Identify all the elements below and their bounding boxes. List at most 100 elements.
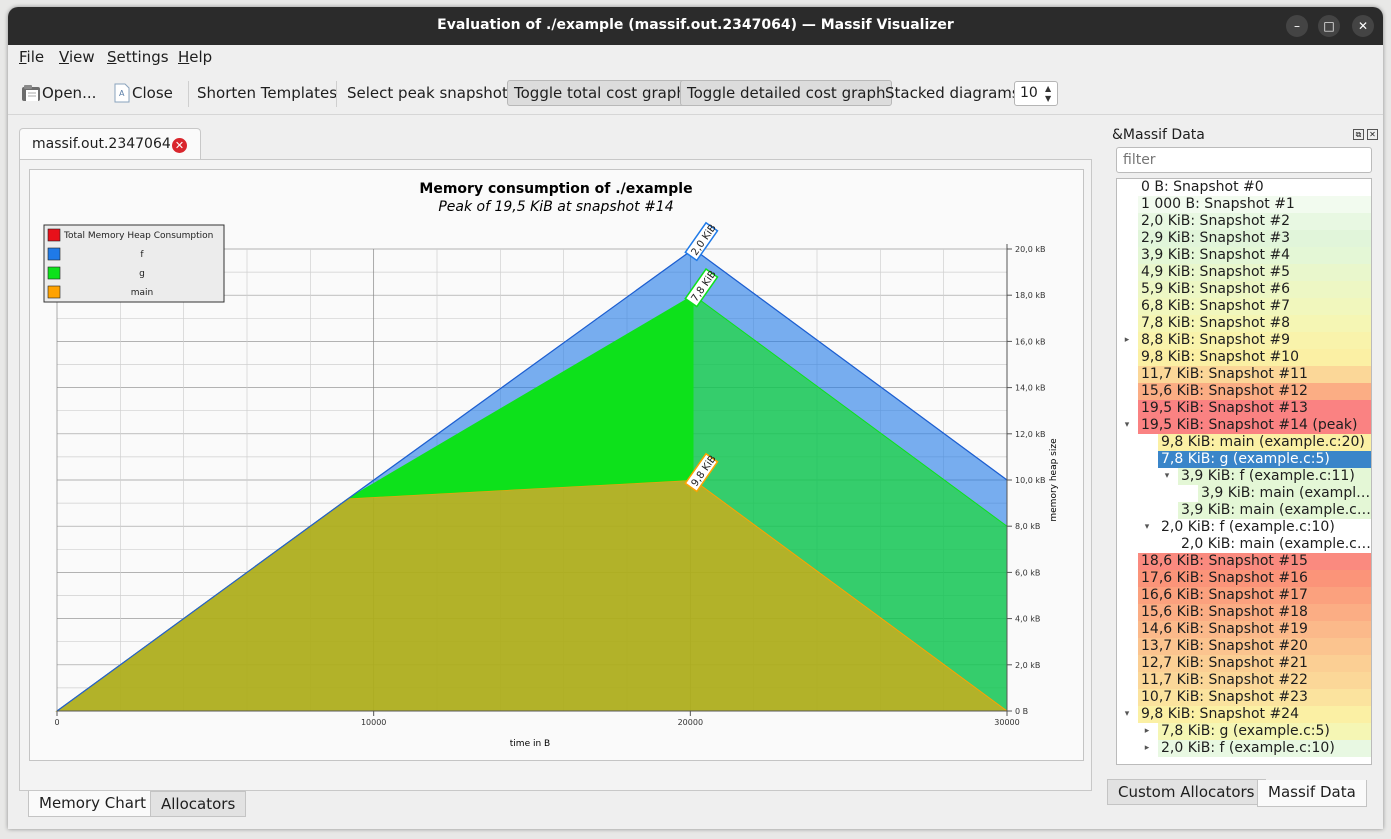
- y-tick-label: 18,0 kB: [1015, 291, 1045, 300]
- tree-row-label: 6,8 KiB: Snapshot #7: [1138, 298, 1371, 315]
- tree-row[interactable]: 0 B: Snapshot #0: [1118, 179, 1371, 196]
- filter-input[interactable]: [1117, 148, 1371, 172]
- area-g-highlight: [348, 295, 694, 499]
- tree-row-label: 10,7 KiB: Snapshot #23: [1138, 689, 1371, 706]
- tree-row[interactable]: ▾ 7,8 KiB: g (example.c:5): [1118, 451, 1371, 468]
- close-tab-icon[interactable]: ✕: [172, 138, 187, 153]
- annotation-box: [684, 452, 719, 493]
- tree-row[interactable]: 7,8 KiB: Snapshot #8: [1118, 315, 1371, 332]
- toolbar-separator: [336, 81, 337, 107]
- tab-custom-allocators[interactable]: Custom Allocators: [1107, 779, 1266, 805]
- open-button[interactable]: Open...: [14, 80, 102, 106]
- tree-row[interactable]: 19,5 KiB: Snapshot #13: [1118, 400, 1371, 417]
- filter-field[interactable]: [1116, 147, 1372, 173]
- tree-row-label: 4,9 KiB: Snapshot #5: [1138, 264, 1371, 281]
- chart-areas: [55, 248, 1009, 712]
- collapse-arrow-icon[interactable]: ▾: [1164, 471, 1170, 481]
- legend-box: [43, 224, 225, 303]
- menu-file[interactable]: File: [19, 48, 45, 66]
- tree-row[interactable]: 11,7 KiB: Snapshot #22: [1118, 672, 1371, 689]
- tree-row[interactable]: 13,7 KiB: Snapshot #20: [1118, 638, 1371, 655]
- tab-massif-data[interactable]: Massif Data: [1257, 780, 1367, 807]
- memory-chart-area[interactable]: Memory consumption of ./example Peak of …: [29, 169, 1084, 761]
- tree-row[interactable]: 12,7 KiB: Snapshot #21: [1118, 655, 1371, 672]
- chart-title: Memory consumption of ./example: [419, 181, 692, 197]
- x-tick-label: 30000: [994, 718, 1019, 727]
- annotation-f: 2,0 KiB: [684, 221, 719, 262]
- tree-row[interactable]: 16,6 KiB: Snapshot #17: [1118, 587, 1371, 604]
- stacked-diagrams-spinbox[interactable]: 10 ▲ ▼: [1014, 81, 1058, 106]
- document-icon: A: [114, 83, 130, 103]
- document-tab[interactable]: massif.out.2347064 ✕: [19, 128, 201, 160]
- collapse-arrow-icon[interactable]: ▾: [1144, 454, 1150, 464]
- dock-close-icon[interactable]: ✕: [1367, 129, 1378, 140]
- tree-row[interactable]: 1 000 B: Snapshot #1: [1118, 196, 1371, 213]
- tree-row[interactable]: 4,9 KiB: Snapshot #5: [1118, 264, 1371, 281]
- dock-float-icon[interactable]: ⧉: [1353, 129, 1364, 140]
- y-tick-label: 14,0 kB: [1015, 384, 1045, 393]
- tree-row[interactable]: 9,8 KiB: Snapshot #10: [1118, 349, 1371, 366]
- tab-allocators[interactable]: Allocators: [150, 791, 247, 817]
- tree-row[interactable]: 15,6 KiB: Snapshot #18: [1118, 604, 1371, 621]
- stacked-diagrams-label: Stacked diagrams:: [885, 84, 1025, 102]
- expand-arrow-icon[interactable]: ▸: [1124, 335, 1130, 345]
- close-window-button[interactable]: ✕: [1352, 15, 1374, 37]
- tree-row[interactable]: 6,8 KiB: Snapshot #7: [1118, 298, 1371, 315]
- shorten-templates-button[interactable]: Shorten Templates: [197, 84, 338, 102]
- tree-row[interactable]: ▾ 3,9 KiB: f (example.c:11): [1118, 468, 1371, 485]
- massif-data-tree[interactable]: 0 B: Snapshot #0 1 000 B: Snapshot #1 2,0 …: [1116, 178, 1372, 765]
- tree-row[interactable]: 2,0 KiB: Snapshot #2: [1118, 213, 1371, 230]
- tree-row-label: 2,0 KiB: f (example.c:10): [1158, 519, 1371, 536]
- tree-row[interactable]: 11,7 KiB: Snapshot #11: [1118, 366, 1371, 383]
- tree-row[interactable]: 2,9 KiB: Snapshot #3: [1118, 230, 1371, 247]
- spin-down-icon[interactable]: ▼: [1045, 94, 1052, 103]
- expand-arrow-icon[interactable]: ▸: [1144, 726, 1150, 736]
- tree-row[interactable]: ▸ 8,8 KiB: Snapshot #9: [1118, 332, 1371, 349]
- toggle-total-cost-button[interactable]: Toggle total cost graph: [507, 80, 693, 106]
- minimize-button[interactable]: –: [1286, 15, 1308, 37]
- tree-row[interactable]: 14,6 KiB: Snapshot #19: [1118, 621, 1371, 638]
- tree-row[interactable]: 3,9 KiB: main (exampl…: [1118, 485, 1371, 502]
- tree-row[interactable]: 18,6 KiB: Snapshot #15: [1118, 553, 1371, 570]
- maximize-button[interactable]: □: [1318, 15, 1340, 37]
- main-pane: Memory consumption of ./example Peak of …: [19, 159, 1092, 791]
- x-axis: 0 10000 20000 30000: [54, 710, 1020, 727]
- menu-settings[interactable]: Settings: [107, 48, 169, 66]
- tab-memory-chart[interactable]: Memory Chart: [28, 791, 157, 817]
- tree-row-label: 2,9 KiB: Snapshot #3: [1138, 230, 1371, 247]
- tree-row[interactable]: 5,9 KiB: Snapshot #6: [1118, 281, 1371, 298]
- tree-row[interactable]: 17,6 KiB: Snapshot #16: [1118, 570, 1371, 587]
- collapse-arrow-icon[interactable]: ▾: [1144, 522, 1150, 532]
- close-button[interactable]: A Close: [106, 80, 179, 106]
- title-bar[interactable]: Evaluation of ./example (massif.out.2347…: [8, 7, 1383, 45]
- menu-view[interactable]: View: [59, 48, 95, 66]
- expand-arrow-icon[interactable]: ▸: [1144, 743, 1150, 753]
- y-axis-label: memory heap size: [1049, 438, 1059, 522]
- menu-help[interactable]: Help: [178, 48, 213, 66]
- x-tick-label: 10000: [361, 718, 386, 727]
- tree-row-label: 7,8 KiB: Snapshot #8: [1138, 315, 1371, 332]
- select-peak-button[interactable]: Select peak snapshot: [347, 84, 508, 102]
- y-tick-label: 10,0 kB: [1015, 476, 1045, 485]
- tree-row[interactable]: 2,0 KiB: main (example.c:…: [1118, 536, 1371, 553]
- tree-row[interactable]: ▸ 2,0 KiB: f (example.c:10): [1118, 740, 1371, 757]
- x-tick-label: 20000: [678, 718, 703, 727]
- tree-row[interactable]: ▾ 19,5 KiB: Snapshot #14 (peak): [1118, 417, 1371, 434]
- tree-row-label: 11,7 KiB: Snapshot #22: [1138, 672, 1371, 689]
- tree-row[interactable]: ▾ 2,0 KiB: f (example.c:10): [1118, 519, 1371, 536]
- tree-row[interactable]: 10,7 KiB: Snapshot #23: [1118, 689, 1371, 706]
- collapse-arrow-icon[interactable]: ▾: [1124, 709, 1130, 719]
- y-tick-label: 16,0 kB: [1015, 337, 1045, 346]
- tree-row[interactable]: 15,6 KiB: Snapshot #12: [1118, 383, 1371, 400]
- tree-row[interactable]: ▾ 9,8 KiB: Snapshot #24: [1118, 706, 1371, 723]
- legend-swatch: [47, 247, 61, 261]
- tree-row-label: 9,8 KiB: Snapshot #24: [1138, 706, 1371, 723]
- tree-row[interactable]: 9,8 KiB: main (example.c:20): [1118, 434, 1371, 451]
- collapse-arrow-icon[interactable]: ▾: [1124, 420, 1130, 430]
- tree-row[interactable]: 3,9 KiB: Snapshot #4: [1118, 247, 1371, 264]
- tree-row[interactable]: ▸ 7,8 KiB: g (example.c:5): [1118, 723, 1371, 740]
- tree-row[interactable]: 3,9 KiB: main (example.c:…: [1118, 502, 1371, 519]
- y-tick-label: 20,0 kB: [1015, 245, 1045, 254]
- spin-up-icon[interactable]: ▲: [1045, 84, 1052, 93]
- toggle-detailed-cost-button[interactable]: Toggle detailed cost graph: [680, 80, 893, 106]
